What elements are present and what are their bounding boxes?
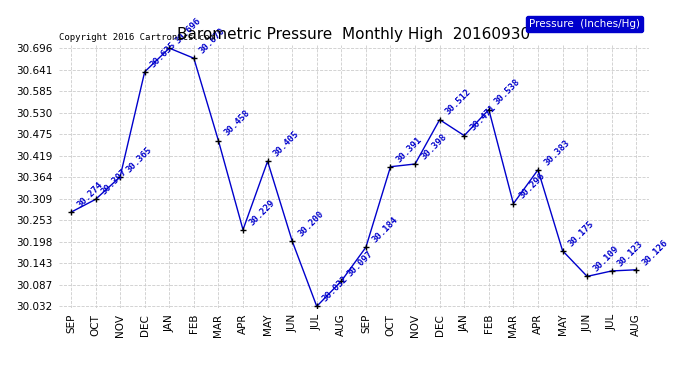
Text: 30.670: 30.670 [198,26,227,56]
Text: 30.175: 30.175 [566,219,596,248]
Text: 30.274: 30.274 [75,180,104,210]
Text: 30.512: 30.512 [444,88,473,117]
Text: 30.365: 30.365 [124,145,153,174]
Text: 30.696: 30.696 [173,16,203,45]
Text: 30.296: 30.296 [518,172,546,201]
Text: Copyright 2016 Cartronics.com: Copyright 2016 Cartronics.com [59,33,215,42]
Text: 30.383: 30.383 [542,138,571,167]
Text: 30.635: 30.635 [149,40,178,69]
Text: 30.097: 30.097 [346,249,375,278]
Text: 30.458: 30.458 [223,109,252,138]
Text: 30.126: 30.126 [640,238,669,267]
Text: 30.538: 30.538 [493,78,522,107]
Text: 30.307: 30.307 [99,168,129,196]
Legend: Pressure  (Inches/Hg): Pressure (Inches/Hg) [526,16,643,32]
Title: Barometric Pressure  Monthly High  20160930: Barometric Pressure Monthly High 2016093… [177,27,530,42]
Text: 30.391: 30.391 [395,135,424,164]
Text: 30.405: 30.405 [272,129,301,159]
Text: 30.184: 30.184 [370,215,400,244]
Text: 30.229: 30.229 [247,198,276,227]
Text: 30.200: 30.200 [296,209,326,238]
Text: 30.398: 30.398 [420,132,448,161]
Text: 30.109: 30.109 [591,244,620,274]
Text: 30.032: 30.032 [321,274,350,303]
Text: 30.123: 30.123 [616,239,645,268]
Text: 30.471: 30.471 [469,104,497,133]
